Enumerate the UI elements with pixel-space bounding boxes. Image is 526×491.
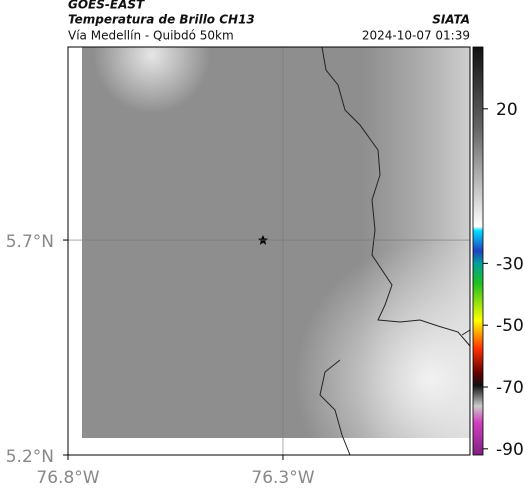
- map: 76.8°W 76.3°W 5.2°N 5.7°N: [6, 46, 471, 488]
- colorbar: [472, 46, 484, 456]
- x-tick-label: 76.8°W: [36, 468, 99, 488]
- brand: SIATA: [432, 13, 470, 27]
- datetime: 2024-10-07 01:39: [362, 29, 470, 43]
- cloud: [82, 47, 470, 438]
- colorbar-tick-label: -30: [496, 254, 524, 274]
- border-line: [319, 46, 471, 456]
- title: Temperatura de Brillo CH13: [68, 13, 255, 27]
- map-frame: [67, 46, 471, 456]
- x-tick-label: 76.3°W: [251, 468, 314, 488]
- colorbar-tick-label: -90: [496, 440, 524, 460]
- y-tick-label: 5.7°N: [6, 232, 54, 252]
- y-tick-label: 5.2°N: [6, 447, 54, 467]
- subtitle: Vía Medellín - Quibdó 50km: [68, 29, 234, 43]
- source: GOES-EAST: [68, 0, 145, 12]
- colorbar-tick-label: -50: [496, 316, 524, 336]
- colorbar-tick-label: 20: [496, 100, 518, 120]
- colorbar-tick-label: -70: [496, 378, 524, 398]
